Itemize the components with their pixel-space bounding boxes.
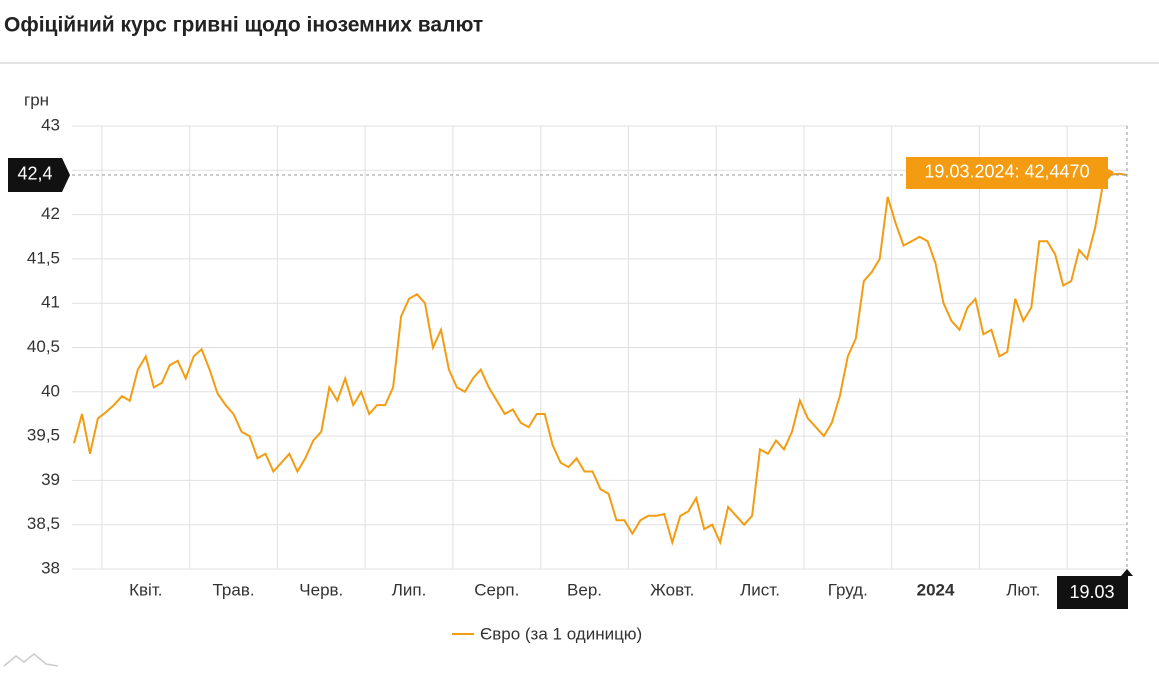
crosshair-x-box xyxy=(1057,569,1133,609)
x-tick-label: Лист. xyxy=(740,580,780,599)
x-tick-label: Квіт. xyxy=(129,580,162,599)
y-tick-label: 39 xyxy=(41,470,60,489)
x-tick-label: Трав. xyxy=(212,580,254,599)
y-tick-label: 41,5 xyxy=(27,248,60,267)
y-axis-label: грн xyxy=(24,90,49,109)
x-tick-label: Жовт. xyxy=(650,580,694,599)
y-tick-label: 38 xyxy=(41,558,60,577)
tooltip-label: 19.03.2024: 42,4470 xyxy=(924,162,1089,182)
y-tick-label: 42 xyxy=(41,204,60,223)
crosshair-x-label: 19.03 xyxy=(1069,582,1114,602)
y-tick-label: 40,5 xyxy=(27,337,60,356)
header-divider xyxy=(0,62,1159,64)
x-tick-label: Лют. xyxy=(1006,580,1040,599)
x-tick-label: Лип. xyxy=(392,580,427,599)
y-tick-label: 39,5 xyxy=(27,426,60,445)
y-tick-label: 41 xyxy=(41,293,60,312)
x-tick-label: Черв. xyxy=(299,580,343,599)
x-tick-label: Серп. xyxy=(474,580,519,599)
x-tick-label: Груд. xyxy=(828,580,868,599)
legend-label: Євро (за 1 одиницю) xyxy=(480,624,642,643)
logo xyxy=(3,653,59,667)
y-tick-label: 38,5 xyxy=(27,514,60,533)
chart-title: Офіційний курс гривні щодо іноземних вал… xyxy=(4,14,483,37)
y-tick-label: 43 xyxy=(41,115,60,134)
y-tick-label: 40 xyxy=(41,381,60,400)
x-tick-label: Вер. xyxy=(567,580,602,599)
crosshair-y-box xyxy=(8,157,70,192)
series-line xyxy=(73,172,1128,546)
crosshair-y-label: 42,4 xyxy=(17,164,52,184)
tooltip-box xyxy=(906,156,1114,189)
x-tick-label: 2024 xyxy=(917,580,955,599)
